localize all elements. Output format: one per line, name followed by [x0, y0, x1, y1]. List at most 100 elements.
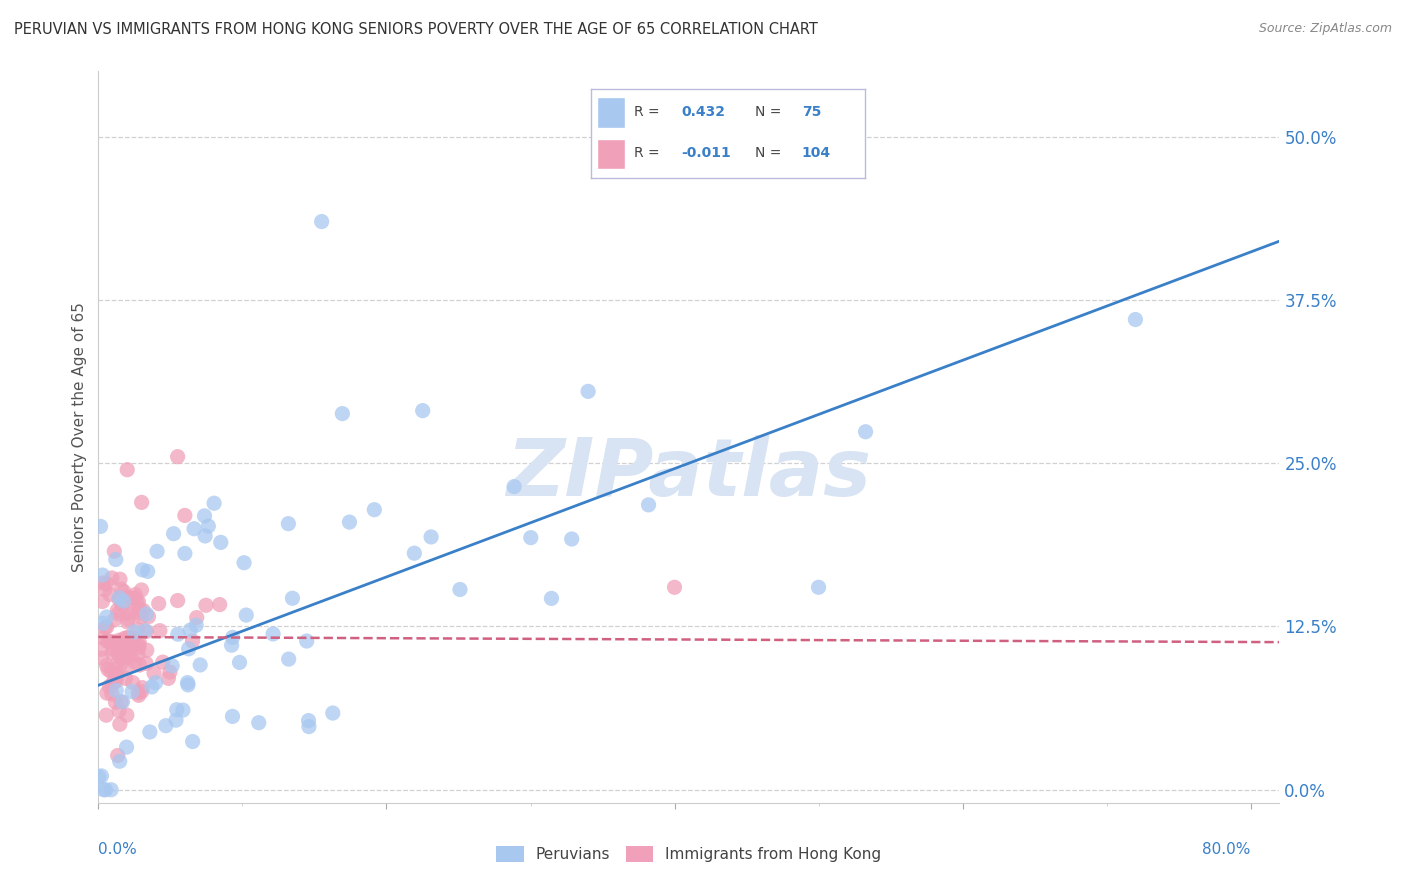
Point [134, 624, 156, 638]
Point [167, 627, 190, 641]
Point [110, 651, 132, 665]
Point [115, 708, 138, 723]
Point [115, 463, 138, 477]
Point [128, 658, 150, 673]
Point [118, 631, 141, 645]
Point [115, 638, 138, 652]
Point [96, 634, 118, 648]
Point [103, 613, 125, 627]
Point [100, 665, 122, 679]
Point [98, 634, 121, 648]
Point [117, 591, 139, 605]
Point [117, 615, 139, 629]
Point [103, 544, 125, 558]
Point [132, 603, 155, 617]
Point [131, 582, 153, 597]
Point [91, 568, 114, 582]
Text: N =: N = [755, 105, 786, 119]
Point [110, 582, 132, 596]
Point [221, 709, 243, 723]
Point [127, 638, 149, 652]
Point [404, 546, 426, 560]
Point [108, 717, 131, 731]
Point [127, 622, 149, 636]
Point [322, 706, 344, 720]
Point [311, 214, 333, 228]
Point [115, 606, 138, 620]
Point [128, 640, 150, 655]
Point [561, 532, 583, 546]
Point [197, 519, 219, 533]
Text: 104: 104 [801, 146, 831, 161]
Point [209, 535, 232, 549]
Point [135, 643, 157, 657]
Point [117, 631, 139, 645]
Point [112, 639, 135, 653]
FancyBboxPatch shape [598, 139, 624, 169]
Point [127, 648, 149, 662]
Point [173, 508, 195, 523]
Point [221, 631, 243, 645]
Point [855, 425, 877, 439]
Point [664, 580, 686, 594]
Point [107, 607, 129, 621]
Point [104, 658, 127, 673]
Y-axis label: Seniors Poverty Over the Age of 65: Seniors Poverty Over the Age of 65 [72, 302, 87, 572]
Point [262, 627, 284, 641]
Point [186, 610, 208, 624]
Point [186, 618, 208, 632]
Point [128, 607, 150, 621]
Point [108, 704, 131, 718]
Point [277, 516, 299, 531]
Point [166, 703, 188, 717]
Point [131, 681, 153, 695]
Point [91, 594, 114, 608]
Point [107, 748, 129, 763]
Point [412, 403, 434, 417]
Point [111, 598, 134, 612]
Point [148, 597, 170, 611]
Point [131, 610, 153, 624]
Point [98, 587, 121, 601]
Point [94, 782, 117, 797]
Point [107, 647, 129, 661]
Point [159, 665, 181, 679]
Point [110, 695, 132, 709]
Point [202, 496, 225, 510]
Point [449, 582, 471, 597]
Point [332, 407, 354, 421]
Point [111, 695, 134, 709]
Point [146, 544, 169, 558]
Point [114, 672, 136, 686]
Point [807, 580, 830, 594]
Point [96, 610, 118, 624]
Text: Source: ZipAtlas.com: Source: ZipAtlas.com [1258, 22, 1392, 36]
Point [104, 695, 127, 709]
Point [108, 754, 131, 768]
Text: 80.0%: 80.0% [1202, 842, 1251, 856]
Point [298, 720, 321, 734]
Point [124, 591, 146, 605]
Point [122, 602, 145, 616]
Point [121, 675, 143, 690]
Point [125, 595, 148, 609]
Point [136, 565, 159, 579]
Point [100, 782, 122, 797]
Point [94, 620, 117, 634]
Point [96, 686, 118, 700]
Point [165, 713, 187, 727]
Point [104, 552, 127, 566]
Point [115, 661, 138, 675]
Point [173, 546, 195, 560]
Point [94, 582, 117, 597]
Point [160, 658, 183, 673]
Point [91, 651, 114, 665]
Point [128, 689, 150, 703]
FancyBboxPatch shape [598, 97, 624, 128]
Point [131, 495, 153, 509]
Text: R =: R = [634, 146, 665, 161]
Point [118, 644, 141, 658]
Text: 0.432: 0.432 [681, 105, 725, 119]
Point [1125, 312, 1147, 326]
Point [420, 530, 443, 544]
